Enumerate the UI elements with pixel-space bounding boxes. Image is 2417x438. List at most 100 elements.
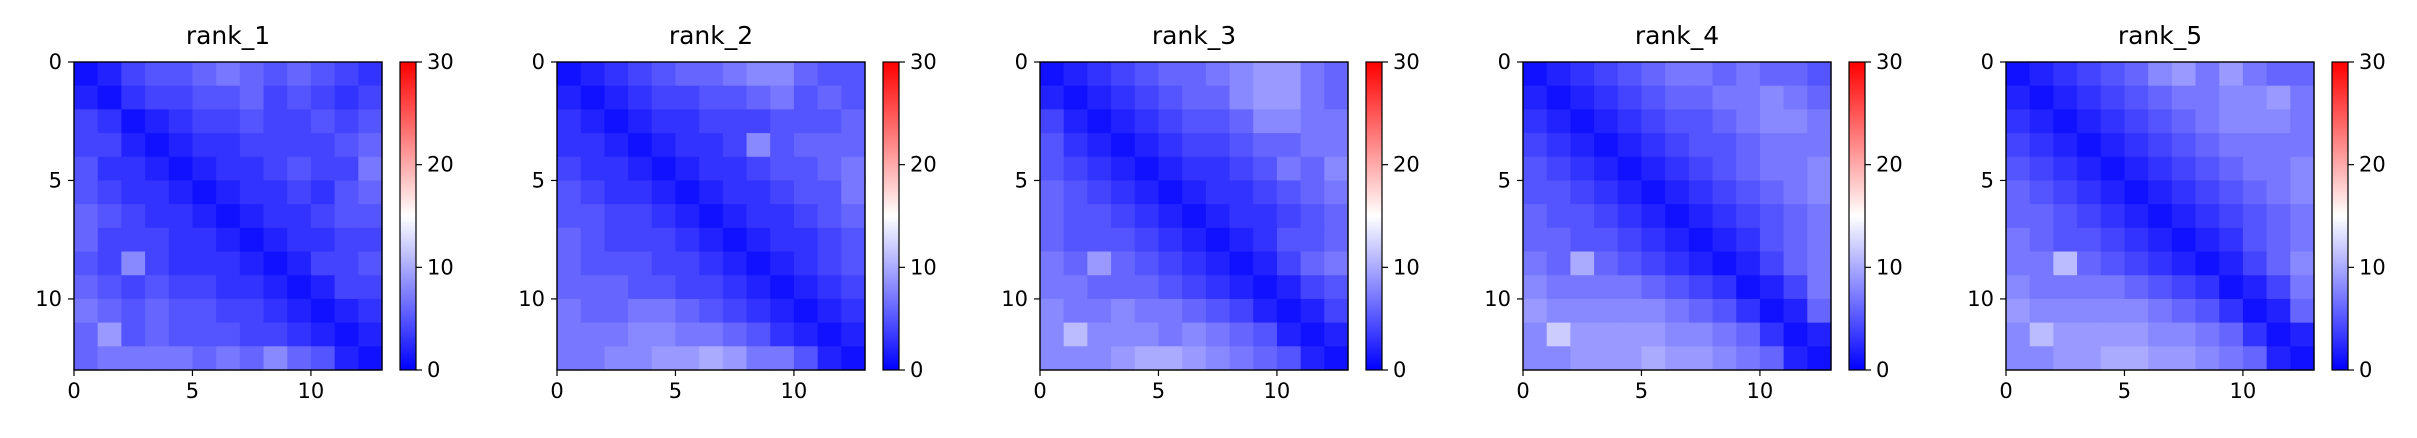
heatmap-cell xyxy=(145,346,170,371)
heatmap-cell xyxy=(722,85,748,110)
heatmap-cell xyxy=(2077,322,2102,347)
colorbar-tick-label: 30 xyxy=(2359,50,2386,74)
heatmap-cell xyxy=(770,275,795,300)
heatmap-cell xyxy=(263,251,288,276)
heatmap-cell xyxy=(770,204,795,229)
heatmap-cell xyxy=(145,322,170,347)
heatmap-cell xyxy=(2171,62,2197,87)
y-tick-label: 10 xyxy=(1001,287,1028,311)
heatmap-cell xyxy=(2219,227,2244,253)
heatmap-cell xyxy=(2029,85,2054,110)
heatmap-cell xyxy=(2053,180,2078,205)
heatmap-cell xyxy=(722,322,748,347)
heatmap-cell xyxy=(2053,275,2078,300)
heatmap-cell xyxy=(310,275,336,300)
heatmap-cell xyxy=(358,62,383,87)
heatmap-cell xyxy=(793,251,819,276)
heatmap-cell xyxy=(1546,133,1571,158)
y-tick-label: 10 xyxy=(35,287,62,311)
heatmap-cell xyxy=(1665,109,1690,134)
heatmap-cell xyxy=(841,156,866,182)
heatmap-cell xyxy=(1523,204,1548,229)
heatmap-cell xyxy=(699,322,724,347)
heatmap-cell xyxy=(699,180,724,205)
heatmap-cell xyxy=(1253,346,1278,371)
heatmap-cell xyxy=(2006,85,2031,110)
heatmap-cell xyxy=(2219,346,2244,371)
heatmap-cell xyxy=(1712,322,1737,347)
heatmap-cell xyxy=(1688,275,1714,300)
heatmap-cell xyxy=(2195,346,2220,371)
heatmap-cell xyxy=(145,133,170,158)
heatmap-cell xyxy=(1594,133,1619,158)
heatmap-cell xyxy=(1688,322,1714,347)
heatmap-cell xyxy=(1570,346,1595,371)
heatmap-cell xyxy=(1229,298,1254,324)
heatmap-cell xyxy=(192,62,217,87)
heatmap-cell xyxy=(1040,62,1065,87)
heatmap-cell xyxy=(1205,62,1231,87)
heatmap-cell xyxy=(651,251,677,276)
heatmap-cell xyxy=(358,204,383,229)
heatmap-cell xyxy=(793,204,819,229)
heatmap-cell xyxy=(1324,156,1349,182)
heatmap-cell xyxy=(310,62,336,87)
heatmap-cell xyxy=(746,227,771,253)
heatmap-cell xyxy=(2171,322,2197,347)
heatmap-cell xyxy=(1087,156,1112,182)
heatmap-cell xyxy=(2242,204,2268,229)
heatmap-cell xyxy=(770,85,795,110)
heatmap-cell xyxy=(1300,227,1325,253)
heatmap-cell xyxy=(2290,133,2315,158)
heatmap-cell xyxy=(1523,251,1548,276)
heatmap-cell xyxy=(699,298,724,324)
heatmap-cell xyxy=(1570,109,1595,134)
heatmap-cell xyxy=(2242,133,2268,158)
heatmap-cell xyxy=(1229,227,1254,253)
heatmap-cell xyxy=(1182,133,1207,158)
heatmap-cell xyxy=(1063,298,1088,324)
heatmap-cell xyxy=(1300,180,1325,205)
heatmap-cell xyxy=(1665,322,1690,347)
heatmap-panel-1: rank_1 0 5 10 0 5 10 0 10 20 30 xyxy=(35,21,453,403)
heatmap-cell xyxy=(2195,227,2220,253)
colorbar xyxy=(2331,61,2349,371)
heatmap-cell xyxy=(604,251,629,276)
heatmap-cell xyxy=(1783,180,1808,205)
heatmap-cell xyxy=(2148,346,2173,371)
heatmap-cell xyxy=(1300,322,1325,347)
heatmap-cell xyxy=(628,298,653,324)
heatmap-cell xyxy=(2266,298,2291,324)
heatmap-cell xyxy=(1759,180,1785,205)
heatmap-cell xyxy=(1641,156,1666,182)
heatmap-cell xyxy=(1783,322,1808,347)
heatmap-cell xyxy=(1712,156,1737,182)
heatmap-cell xyxy=(2124,275,2149,300)
heatmap-cell xyxy=(1807,156,1832,182)
heatmap-cell xyxy=(1040,251,1065,276)
heatmap-cell xyxy=(1040,322,1065,347)
heatmap-cell xyxy=(817,298,842,324)
heatmap-cell xyxy=(1087,62,1112,87)
heatmap-cell xyxy=(604,322,629,347)
heatmap-cell xyxy=(1040,346,1065,371)
heatmap-cell xyxy=(1523,133,1548,158)
heatmap-cell xyxy=(121,62,146,87)
heatmap-cell xyxy=(1300,133,1325,158)
heatmap-cell xyxy=(1688,204,1714,229)
heatmap-cell xyxy=(557,109,582,134)
heatmap-cell xyxy=(239,298,265,324)
heatmap-cell xyxy=(192,251,217,276)
heatmap-cell xyxy=(2290,204,2315,229)
heatmap-cell xyxy=(1229,156,1254,182)
heatmap-cell xyxy=(841,298,866,324)
heatmap-cell xyxy=(1594,109,1619,134)
x-tick-label: 0 xyxy=(67,379,80,403)
heatmap-cell xyxy=(1665,156,1690,182)
heatmap-cell xyxy=(604,62,629,87)
heatmap-cell xyxy=(1712,109,1737,134)
heatmap-cell xyxy=(1087,322,1112,347)
colorbar-tick-label: 10 xyxy=(427,255,454,279)
heatmap-cell xyxy=(1736,156,1761,182)
heatmap-cell xyxy=(1759,275,1785,300)
